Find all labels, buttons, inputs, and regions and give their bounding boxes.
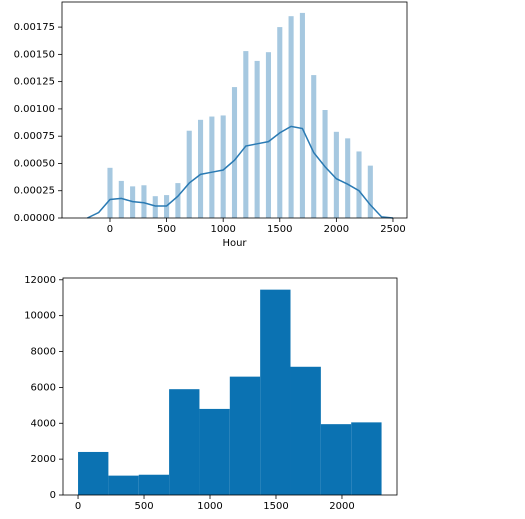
bar bbox=[260, 289, 291, 495]
x-tick-label: 2000 bbox=[329, 501, 354, 512]
bar bbox=[197, 119, 204, 218]
axes-frame bbox=[61, 1, 408, 219]
bar bbox=[138, 474, 170, 495]
x-axis-label: Hour bbox=[222, 238, 247, 249]
x-tick-label: 0 bbox=[75, 501, 81, 512]
bar bbox=[199, 408, 230, 495]
y-tick-label: 0.00025 bbox=[14, 186, 55, 197]
subplot: 0 500 1000 1500 2000 0 2000 4000 6000 8000 10000 12… bbox=[24, 275, 398, 512]
y-tick-label: 0.00175 bbox=[14, 22, 55, 33]
bar bbox=[141, 185, 147, 218]
bar bbox=[311, 75, 317, 218]
bar bbox=[290, 366, 321, 495]
bar bbox=[209, 116, 215, 218]
bar bbox=[254, 60, 260, 219]
bar bbox=[231, 87, 238, 218]
bar bbox=[220, 115, 226, 218]
x-tick-label: 0 bbox=[107, 224, 113, 235]
x-tick-label: 1500 bbox=[263, 501, 288, 512]
bar bbox=[322, 110, 328, 218]
bar bbox=[265, 52, 272, 218]
bar bbox=[108, 475, 139, 495]
bar bbox=[175, 183, 181, 218]
subplot: 0 500 1000 1500 2000 2500 0.00000 0.00025 0.0005… bbox=[14, 1, 408, 249]
bar bbox=[169, 389, 200, 495]
y-tick-label: 0.00050 bbox=[14, 158, 55, 169]
y-tick-label: 2000 bbox=[31, 454, 56, 465]
y-tick-label: 0.00100 bbox=[14, 104, 55, 115]
x-tick-label: 1500 bbox=[267, 224, 292, 235]
x-tick-label: 1000 bbox=[210, 224, 235, 235]
x-tick-label: 2500 bbox=[380, 224, 405, 235]
bar bbox=[333, 131, 339, 218]
y-tick-label: 8000 bbox=[31, 347, 56, 358]
y-tick-label: 0.00000 bbox=[14, 213, 55, 224]
bar bbox=[277, 27, 283, 218]
bar bbox=[78, 451, 109, 495]
x-tick-label: 500 bbox=[157, 224, 176, 235]
bar bbox=[118, 180, 124, 218]
kde-line bbox=[87, 125, 394, 219]
y-tick-label: 6000 bbox=[31, 382, 56, 393]
y-tick-label: 10000 bbox=[24, 311, 56, 322]
x-tick-label: 500 bbox=[134, 501, 153, 512]
bar bbox=[243, 51, 249, 218]
axes-frame bbox=[62, 277, 398, 496]
y-tick-label: 0 bbox=[50, 490, 56, 501]
bar bbox=[320, 424, 352, 495]
bar bbox=[299, 12, 305, 219]
bar bbox=[345, 138, 351, 218]
y-tick-label: 12000 bbox=[24, 275, 56, 286]
bar bbox=[351, 422, 382, 495]
y-tick-label: 0.00125 bbox=[14, 77, 55, 88]
bar bbox=[107, 167, 113, 218]
bar bbox=[186, 130, 192, 218]
bar bbox=[288, 16, 294, 218]
y-tick-label: 0.00150 bbox=[14, 49, 55, 60]
x-tick-label: 2000 bbox=[324, 224, 349, 235]
bar bbox=[367, 165, 373, 218]
x-tick-label: 1000 bbox=[197, 501, 222, 512]
y-tick-label: 4000 bbox=[31, 418, 56, 429]
bar bbox=[229, 376, 261, 495]
y-tick-label: 0.00075 bbox=[14, 131, 55, 142]
bar bbox=[356, 151, 362, 218]
bar bbox=[152, 196, 158, 218]
